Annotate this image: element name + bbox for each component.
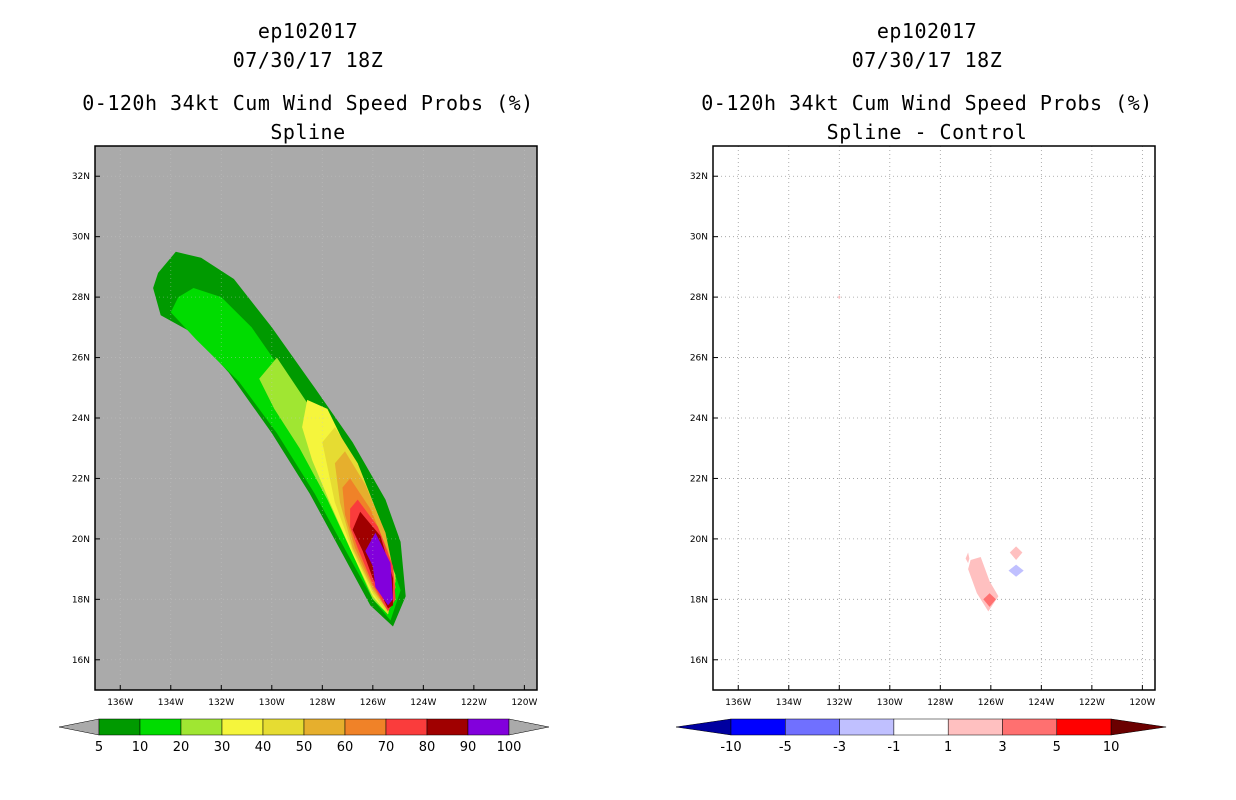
difference-feature [983,593,996,607]
colorbar-left-arrow [675,718,732,736]
left-subtitle: Spline [270,120,346,144]
colorbar-label: 40 [255,740,272,755]
colorbar-label: 60 [337,740,354,755]
difference-map-panel: 136W 134W 132W 130W 128W 126W 124W 122W 120W 16N 1… [690,145,1156,708]
colorbar-swatch [262,718,305,736]
y-tick-label: 26N [690,354,708,364]
colorbar-right-arrow [508,718,550,736]
x-tick-label: 134W [158,698,184,708]
colorbar-label: -10 [720,740,741,755]
y-tick-label: 28N [72,293,90,303]
difference-feature [965,552,970,564]
x-tick-label: 128W [309,698,335,708]
x-tick-label: 126W [978,698,1004,708]
y-tick-label: 20N [72,535,90,545]
colorbar-label: -5 [779,740,792,755]
right-storm-id: ep102017 [876,19,978,43]
y-tick-label: 32N [690,172,708,182]
colorbar-swatch [467,718,510,736]
colorbar-label: 50 [296,740,313,755]
y-tick-label: 28N [690,293,708,303]
right-date: 07/30/17 18Z [851,48,1003,72]
colorbar-label: 10 [1103,740,1120,755]
x-tick-label: 126W [360,698,386,708]
colorbar-label: -3 [833,740,846,755]
difference-feature [838,295,841,300]
x-tick-label: 124W [1028,698,1054,708]
y-tick-label: 18N [690,595,708,605]
colorbar-label: 5 [1053,740,1061,755]
colorbar-swatch [221,718,264,736]
difference-colorbar: -10 -5 -3 -1 1 3 5 10 [675,718,1167,755]
colorbar-swatch [839,718,895,736]
y-tick-label: 30N [690,233,708,243]
y-tick-label: 18N [72,595,90,605]
colorbar-label: 70 [378,740,395,755]
x-tick-label: 120W [1129,698,1155,708]
probability-colorbar: 5 10 20 30 40 50 60 70 80 90 100 [58,718,550,755]
y-tick-label: 16N [72,656,90,666]
y-tick-label: 22N [690,474,708,484]
x-tick-label: 134W [776,698,802,708]
colorbar-label: 20 [173,740,190,755]
colorbar-swatch [426,718,469,736]
x-tick-label: 132W [826,698,852,708]
colorbar-swatch [344,718,387,736]
colorbar-label: 5 [95,740,103,755]
x-tick-label: 128W [927,698,953,708]
contour-10-percent [170,288,401,621]
right-subtitle: Spline - Control [826,120,1028,144]
x-tick-label: 124W [410,698,436,708]
colorbar-label: 10 [132,740,149,755]
left-date: 07/30/17 18Z [232,48,384,72]
y-tick-label: 30N [72,233,90,243]
difference-feature [1008,564,1024,577]
colorbar-label: 100 [497,740,522,755]
difference-feature [1009,546,1023,560]
y-tick-label: 20N [690,535,708,545]
y-tick-label: 24N [72,414,90,424]
colorbar-swatch [139,718,182,736]
y-tick-label: 22N [72,474,90,484]
colorbar-swatch [730,718,786,736]
colorbar-swatch [303,718,346,736]
colorbar-swatch [785,718,840,736]
x-tick-label: 122W [1079,698,1105,708]
colorbar-left-arrow [58,718,100,736]
colorbar-swatch [1056,718,1112,736]
y-tick-label: 32N [72,172,90,182]
colorbar-label: -1 [887,740,900,755]
colorbar-swatch [893,718,949,736]
left-title: 0-120h 34kt Cum Wind Speed Probs (%) [82,91,534,115]
x-tick-label: 130W [877,698,903,708]
colorbar-swatch [180,718,223,736]
y-tick-label: 16N [690,656,708,666]
colorbar-swatch [1002,718,1058,736]
contour-90-percent [365,532,393,606]
colorbar-label: 3 [998,740,1006,755]
x-tick-label: 136W [107,698,133,708]
colorbar-label: 90 [460,740,477,755]
x-tick-label: 136W [725,698,751,708]
colorbar-label: 1 [944,740,952,755]
y-tick-label: 26N [72,354,90,364]
colorbar-right-arrow [1110,718,1167,736]
x-tick-label: 120W [511,698,537,708]
colorbar-swatch [98,718,141,736]
probability-map-panel: 136W 134W 132W 130W 128W 126W 124W 122W 120W 16N 1… [72,145,538,708]
x-tick-label: 130W [259,698,285,708]
right-title: 0-120h 34kt Cum Wind Speed Probs (%) [701,91,1153,115]
colorbar-swatch [947,718,1003,736]
x-tick-label: 132W [208,698,234,708]
colorbar-swatch [385,718,428,736]
y-tick-label: 24N [690,414,708,424]
left-storm-id: ep102017 [257,19,359,43]
colorbar-label: 30 [214,740,231,755]
colorbar-label: 80 [419,740,436,755]
x-tick-label: 122W [461,698,487,708]
